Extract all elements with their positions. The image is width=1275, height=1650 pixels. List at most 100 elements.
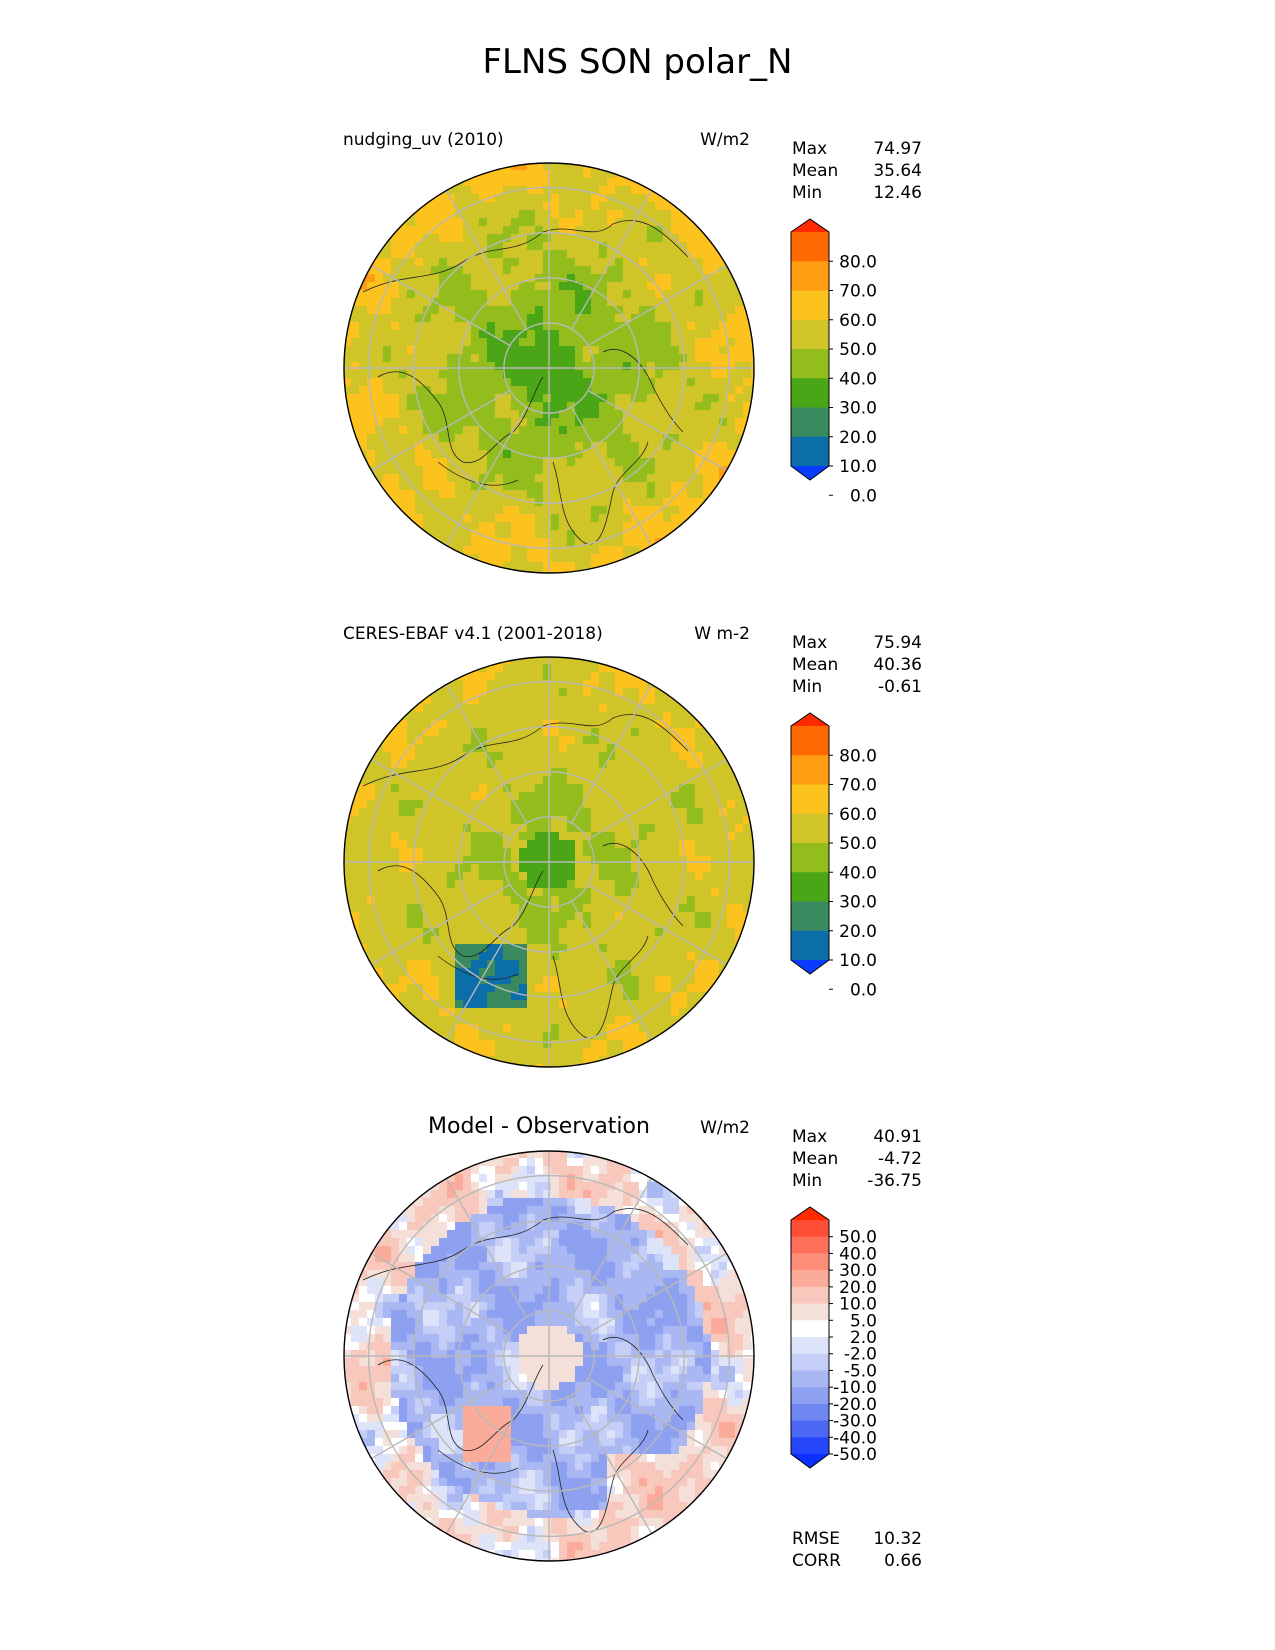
panel-title: nudging_uv (2010)	[343, 130, 504, 150]
colorbar-tick-label: -10.0	[833, 1378, 877, 1398]
colorbar-segment	[791, 378, 829, 408]
stat-value: 75.94	[873, 633, 922, 653]
panel-stats: Max 75.94 Mean 40.36 Min -0.61	[792, 632, 922, 698]
stat-label: CORR	[792, 1551, 841, 1571]
colorbar-extend-bottom	[791, 1454, 829, 1468]
colorbar-tick-label: 20.0	[839, 1278, 877, 1298]
stat-value: 40.91	[873, 1127, 922, 1147]
colorbar-tick-label: 80.0	[839, 746, 877, 766]
colorbar-extend-top	[791, 219, 829, 232]
map-boundary	[343, 656, 755, 1068]
panel-model: nudging_uv (2010) W/m2 Max 74.97 Mean 35.6…	[0, 130, 1275, 600]
graticule	[344, 1151, 754, 1561]
colorbar-extend-bottom	[791, 960, 829, 974]
colorbar-tick-label: 30.0	[839, 399, 877, 419]
colorbar-tick-label: 40.0	[839, 369, 877, 389]
colorbar-segment	[791, 1236, 829, 1254]
colorbar-segment	[791, 726, 829, 756]
colorbar-segment	[791, 290, 829, 321]
colorbar-segment	[791, 261, 829, 291]
stat-label: Mean	[792, 655, 839, 675]
colorbar-segment	[791, 407, 829, 438]
colorbar-tick-label: 30.0	[839, 893, 877, 913]
colorbar-segment	[791, 1320, 829, 1338]
colorbar-segment	[791, 1387, 829, 1405]
colorbar-tick-label: 30.0	[839, 1261, 877, 1281]
colorbar-tick-label: 0.0	[850, 980, 877, 1000]
colorbar-tick-label: 60.0	[839, 311, 877, 331]
colorbar: 80.0 70.0 60.0 50.0 40.0 30.0 20.0 10.0 0.0	[790, 712, 877, 1000]
colorbar-tick-label: -2.0	[844, 1345, 877, 1365]
colorbar-segment	[791, 1286, 829, 1305]
colorbar-tick-label: 70.0	[839, 776, 877, 796]
panel-stats: Max 40.91 Mean -4.72 Min -36.75	[792, 1126, 922, 1192]
panel-stats: Max 74.97 Mean 35.64 Min 12.46	[792, 138, 922, 204]
stat-label: Max	[792, 139, 828, 159]
panel-title: CERES-EBAF v4.1 (2001-2018)	[343, 624, 603, 644]
panel-title: Model - Observation	[428, 1114, 650, 1139]
stat-value: -36.75	[867, 1171, 922, 1191]
colorbar-segment	[791, 436, 829, 467]
colorbar-tick-label: 40.0	[839, 863, 877, 883]
coastline	[362, 220, 689, 545]
colorbar-segment	[791, 872, 829, 902]
colorbar-tick-label: -50.0	[833, 1445, 877, 1465]
map-boundary	[343, 1150, 755, 1562]
colorbar-tick-label: 0.0	[850, 486, 877, 506]
panel-units: W/m2	[700, 1118, 750, 1138]
colorbar-segment	[791, 843, 829, 873]
summary-stats: RMSE 10.32 CORR 0.66	[792, 1528, 922, 1572]
colorbar-tick-label: -30.0	[833, 1412, 877, 1432]
colorbar-tick-label: 2.0	[850, 1328, 877, 1348]
stat-label: Min	[792, 183, 823, 203]
stat-label: Max	[792, 633, 828, 653]
colorbar-tick-label: 10.0	[839, 951, 877, 971]
figure-title: FLNS SON polar_N	[482, 42, 793, 82]
colorbar-tick-label: 40.0	[839, 1244, 877, 1264]
stat-label: Mean	[792, 161, 839, 181]
colorbar-tick-label: -40.0	[833, 1428, 877, 1448]
colorbar-segment	[791, 1353, 829, 1371]
colorbar-tick-label: 50.0	[839, 340, 877, 360]
panel-observation: CERES-EBAF v4.1 (2001-2018) W m-2 Max 75.…	[0, 624, 1275, 1094]
colorbar-segment	[791, 813, 829, 844]
colorbar: 80.0 70.0 60.0 50.0 40.0 30.0 20.0 10.0 0.0	[790, 218, 877, 506]
colorbar-segment	[791, 1220, 829, 1238]
colorbar-segment	[791, 1337, 829, 1355]
colorbar-tick-label: 50.0	[839, 834, 877, 854]
polar-map	[343, 162, 755, 574]
stat-value: 0.66	[884, 1551, 922, 1571]
colorbar-segment	[791, 1253, 829, 1271]
panel-units: W m-2	[694, 624, 750, 644]
stat-value: 40.36	[873, 655, 922, 675]
stat-value: 74.97	[873, 139, 922, 159]
colorbar-extend-top	[791, 713, 829, 726]
map-boundary	[343, 162, 755, 574]
colorbar-tick-label: 80.0	[839, 252, 877, 272]
colorbar-segment	[791, 1437, 829, 1455]
colorbar-tick-label: 60.0	[839, 805, 877, 825]
colorbar-segment	[791, 784, 829, 815]
colorbar-segment	[791, 930, 829, 961]
colorbar-segment	[791, 755, 829, 785]
colorbar-tick-label: -5.0	[844, 1361, 877, 1381]
stat-label: RMSE	[792, 1529, 841, 1549]
colorbar-tick-label: 10.0	[839, 457, 877, 477]
colorbar-segment	[791, 319, 829, 350]
colorbar-tick-label: 20.0	[839, 922, 877, 942]
colorbar-segment	[791, 1420, 829, 1438]
stat-value: -0.61	[878, 677, 922, 697]
colorbar-segment	[791, 1270, 829, 1288]
panel-units: W/m2	[700, 130, 750, 150]
colorbar-segment	[791, 232, 829, 262]
colorbar-tick-label: 10.0	[839, 1295, 877, 1315]
colorbar-segment	[791, 1370, 829, 1388]
stat-label: Max	[792, 1127, 828, 1147]
colorbar-extend-top	[791, 1207, 829, 1220]
colorbar-tick-label: 20.0	[839, 428, 877, 448]
polar-map	[343, 656, 755, 1068]
colorbar: 50.040.030.020.010.05.02.0-2.0-5.0-10.0-…	[790, 1206, 877, 1469]
colorbar-tick-label: 70.0	[839, 282, 877, 302]
colorbar-segment	[791, 1303, 829, 1321]
stat-label: Min	[792, 1171, 823, 1191]
